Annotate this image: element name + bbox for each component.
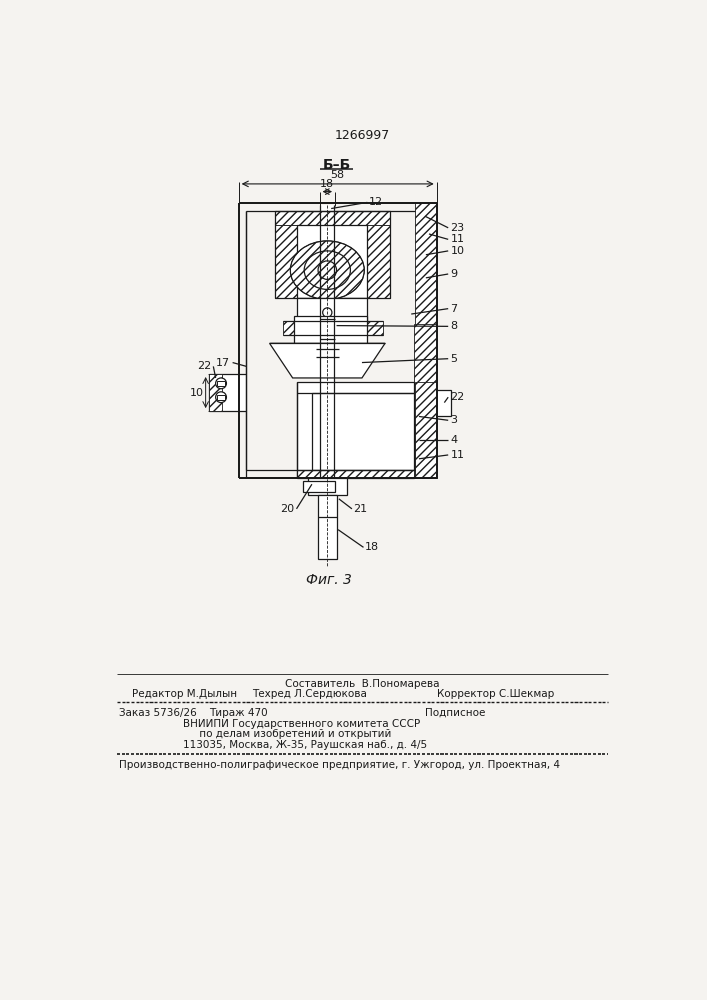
Text: Подписное: Подписное (425, 708, 486, 718)
Text: 22: 22 (197, 361, 211, 371)
Bar (275, 211, 390, 225)
Text: по делам изобретений и открытий: по делам изобретений и открытий (182, 729, 391, 739)
Bar (320, 319, 335, 339)
Bar (320, 205, 334, 551)
Text: 11: 11 (450, 234, 464, 244)
Bar (275, 225, 296, 298)
Bar (217, 381, 225, 386)
Bar (296, 470, 414, 478)
Text: 17: 17 (216, 358, 230, 368)
Ellipse shape (318, 261, 337, 279)
Text: 5: 5 (450, 354, 457, 364)
Text: 11: 11 (450, 450, 464, 460)
Text: 113035, Москва, Ж-35, Раушская наб., д. 4/5: 113035, Москва, Ж-35, Раушская наб., д. … (182, 740, 426, 750)
Bar (308, 478, 346, 495)
Text: 1266997: 1266997 (334, 129, 390, 142)
Bar (209, 374, 222, 411)
Text: Заказ 5736/26: Заказ 5736/26 (119, 708, 197, 718)
Bar (217, 395, 225, 400)
Text: 18: 18 (365, 542, 379, 552)
Bar (312, 393, 414, 470)
Ellipse shape (291, 241, 364, 299)
Text: 7: 7 (450, 304, 457, 314)
Text: Редактор М.Дылын: Редактор М.Дылын (132, 689, 238, 699)
Text: Составитель  В.Пономарева: Составитель В.Пономарева (285, 679, 439, 689)
Text: 22: 22 (450, 392, 464, 402)
Bar (433, 389, 450, 416)
Bar (318, 495, 337, 559)
Text: Производственно-полиграфическое предприятие, г. Ужгород, ул. Проектная, 4: Производственно-полиграфическое предприя… (119, 760, 561, 770)
Bar (294, 316, 368, 347)
Text: 18: 18 (320, 179, 334, 189)
Bar (296, 225, 368, 298)
Text: 4: 4 (450, 435, 457, 445)
Text: 21: 21 (354, 504, 368, 514)
Text: 23: 23 (450, 223, 464, 233)
Text: Корректор С.Шекмар: Корректор С.Шекмар (437, 689, 554, 699)
Bar (415, 382, 437, 478)
Ellipse shape (304, 251, 351, 289)
Text: 12: 12 (369, 197, 383, 207)
Bar (368, 225, 390, 298)
Text: 58: 58 (331, 170, 345, 180)
Text: 8: 8 (450, 321, 457, 331)
Bar (209, 374, 247, 411)
Text: 10: 10 (190, 388, 204, 398)
Polygon shape (269, 343, 385, 378)
Text: 3: 3 (450, 415, 457, 425)
Bar (303, 481, 335, 492)
Bar (414, 324, 437, 424)
Bar (415, 203, 437, 478)
Text: 10: 10 (450, 246, 464, 256)
Text: 20: 20 (280, 504, 294, 514)
Ellipse shape (216, 378, 226, 389)
Text: 9: 9 (450, 269, 457, 279)
Text: Фиг. 3: Фиг. 3 (306, 573, 352, 587)
Ellipse shape (216, 392, 226, 403)
Bar (275, 211, 390, 298)
Ellipse shape (322, 308, 332, 317)
Bar (283, 321, 382, 335)
Text: Б–Б: Б–Б (322, 158, 351, 172)
Bar (296, 382, 414, 478)
Bar (296, 298, 368, 321)
Text: Техред Л.Сердюкова: Техред Л.Сердюкова (252, 689, 367, 699)
Text: Тираж 470: Тираж 470 (209, 708, 268, 718)
Text: ВНИИПИ Государственного комитета СССР: ВНИИПИ Государственного комитета СССР (182, 719, 420, 729)
